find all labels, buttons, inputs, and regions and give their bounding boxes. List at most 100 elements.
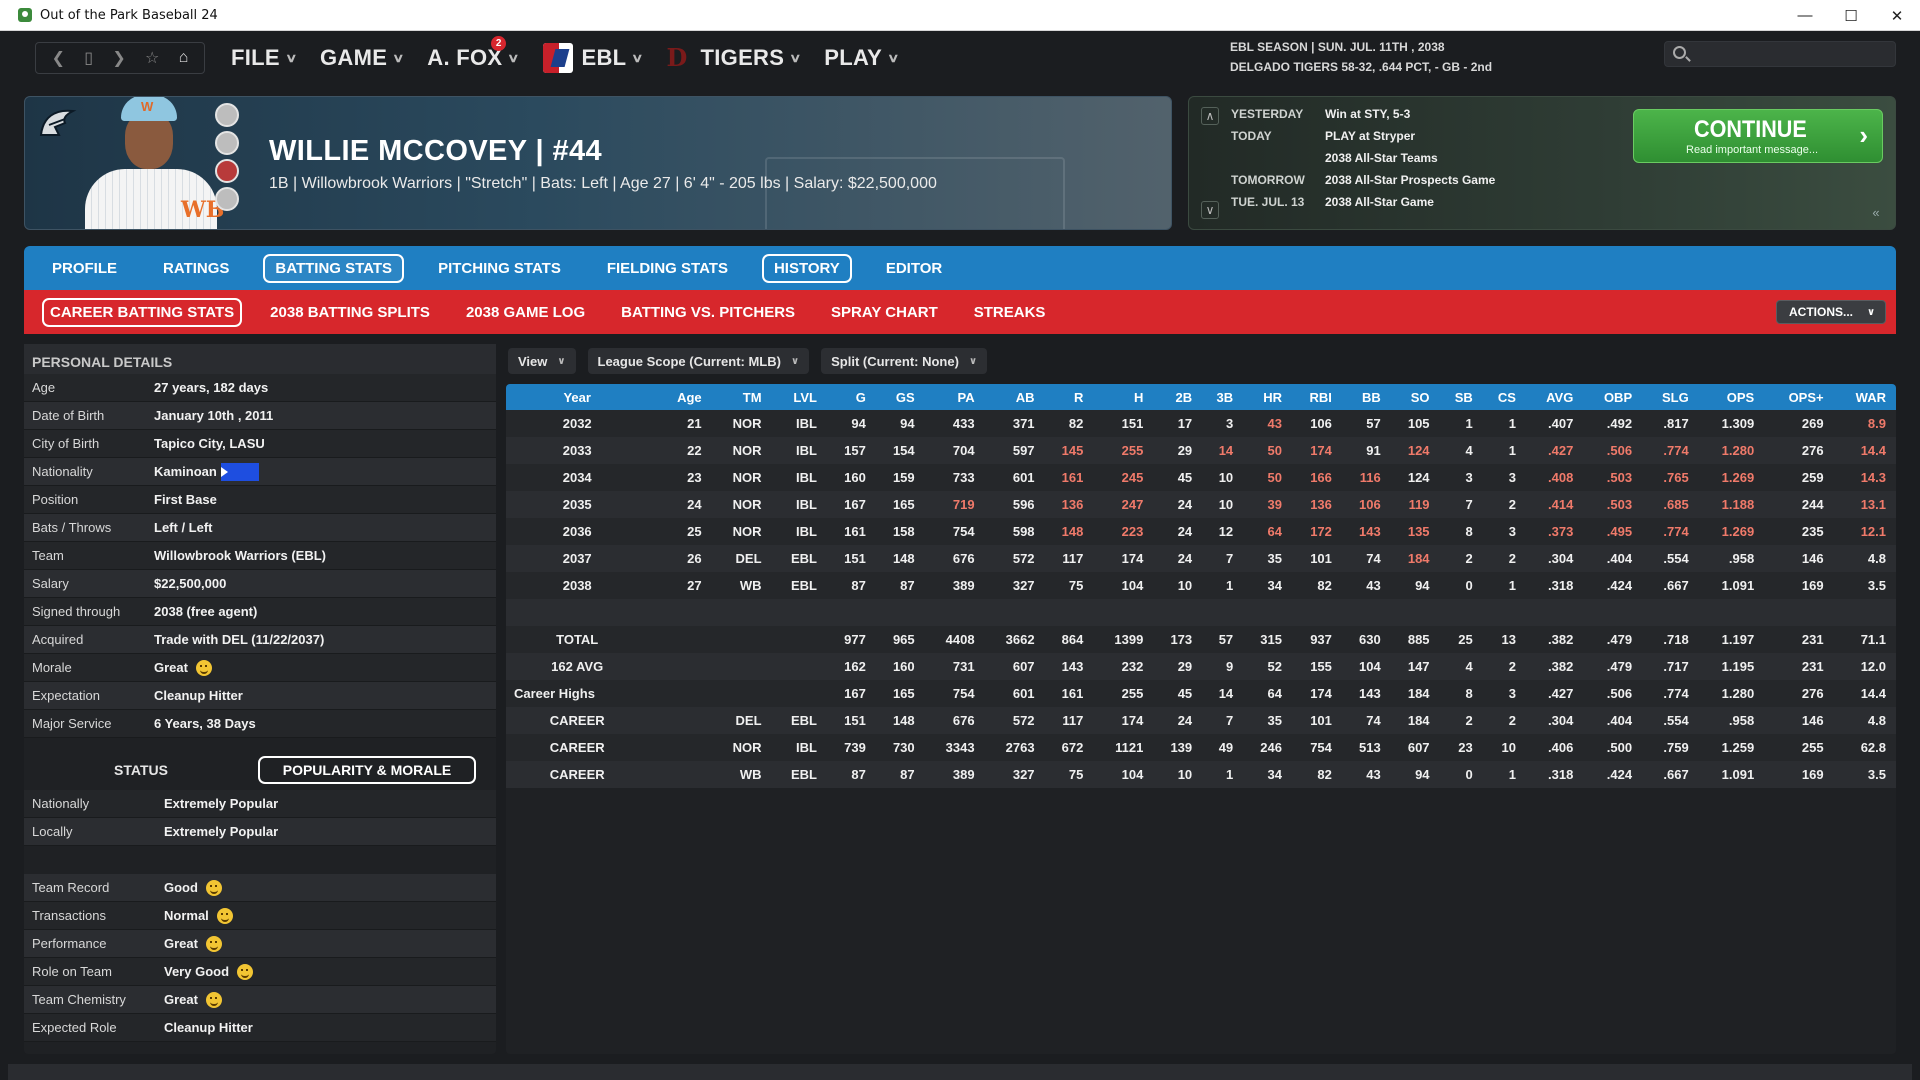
table-row[interactable]: 162 AVG 162 160 731 607 143 232 29 9 52 155 104 147 4… [506, 653, 1896, 680]
table-cell: .318 [1548, 767, 1574, 782]
column-header-ab[interactable]: AB [1015, 389, 1035, 405]
tab-ratings[interactable]: RATINGS [163, 259, 230, 277]
detail-value: Trade with DEL (11/22/2037) [154, 632, 325, 647]
column-header-rbi[interactable]: RBI [1309, 389, 1332, 405]
column-header-cs[interactable]: CS [1497, 389, 1516, 405]
table-cell: 2038 [562, 578, 592, 593]
league-scope-dropdown[interactable]: League Scope (Current: MLB) ∨ [587, 348, 810, 374]
split-dropdown[interactable]: Split (Current: None) ∨ [821, 348, 988, 374]
home-icon[interactable]: ⌂ [178, 49, 189, 66]
column-header-3b[interactable]: 3B [1216, 389, 1234, 405]
schedule-row[interactable]: TUE. JUL. 13 2038 All-Star Game [1231, 191, 1495, 213]
table-cell [658, 761, 711, 788]
table-row[interactable]: TOTAL 977 965 4408 3662 864 1399 173 57 315 937 630… [506, 626, 1896, 653]
column-header-gs[interactable]: GS [895, 389, 915, 405]
table-cell: 10 [1177, 578, 1193, 593]
subtab-batting-vs-pitchers[interactable]: BATTING VS. PITCHERS [621, 303, 796, 321]
column-header-so[interactable]: SO [1410, 389, 1430, 405]
page-icon[interactable]: ▯ [84, 50, 94, 67]
menu-manager[interactable]: A. FOX 2 ∨ [427, 36, 520, 71]
table-row[interactable]: 2036 25 NOR IBL 161 158 754 598 148 223 24 12 64 172 1… [506, 518, 1896, 545]
actions-button[interactable]: ACTIONS... ∨ [1776, 300, 1886, 324]
popularity-morale-button[interactable]: POPULARITY & MORALE [258, 756, 476, 784]
column-header-slg[interactable]: SLG [1661, 389, 1689, 405]
menu-team[interactable]: D TIGERS ∨ [667, 43, 802, 73]
table-cell: 94 [851, 416, 866, 431]
column-header-ops[interactable]: OPS+ [1788, 389, 1824, 405]
back-icon[interactable]: ❮ [51, 50, 66, 67]
table-row[interactable]: CAREER WB EBL 87 87 389 327 75 104 10 1 34 82 43 94 0 1.… [506, 761, 1896, 788]
column-header-h[interactable]: H [1133, 389, 1144, 405]
subtab-streaks[interactable]: STREAKS [973, 303, 1046, 321]
tab-profile[interactable]: PROFILE [52, 259, 118, 277]
schedule-day: YESTERDAY [1231, 107, 1304, 121]
column-header-sb[interactable]: SB [1454, 389, 1473, 405]
menu-league[interactable]: EBL ∨ [542, 43, 644, 73]
close-button[interactable]: ✕ [1890, 7, 1904, 25]
table-row[interactable]: 2032 21 NOR IBL 94 94 433 371 82 151 17 3 43 106 57 105… [506, 410, 1896, 437]
table-row[interactable]: 2034 23 NOR IBL 160 159 733 601 161 245 45 10 50 166 1… [506, 464, 1896, 491]
smiley-icon [205, 991, 222, 1008]
column-header-obp[interactable]: OBP [1603, 389, 1633, 405]
menu-game[interactable]: GAME ∨ [320, 45, 405, 71]
menu-play[interactable]: PLAY ∨ [824, 45, 899, 71]
column-header-age[interactable]: Age [677, 389, 702, 405]
table-cell: 3662 [1005, 632, 1035, 647]
subtab-game-log[interactable]: 2038 GAME LOG [465, 303, 586, 321]
table-row[interactable]: 2038 27 WB EBL 87 87 389 327 75 104 10 1 34 82 43 94 0 1.… [506, 572, 1896, 599]
column-header-r[interactable]: R [1073, 389, 1084, 405]
menu-file[interactable]: FILE ∨ [231, 45, 297, 71]
table-row[interactable] [506, 599, 1896, 626]
column-header-g[interactable]: G [855, 389, 866, 405]
collapse-icon[interactable]: « [1872, 204, 1880, 220]
continue-button[interactable]: CONTINUE Read important message... › [1633, 109, 1883, 163]
table-cell: 2 [1465, 713, 1473, 728]
table-cell: 23 [687, 470, 702, 485]
tab-pitching-stats[interactable]: PITCHING STATS [438, 259, 561, 277]
star-icon[interactable]: ☆ [145, 50, 160, 67]
column-header-pa[interactable]: PA [957, 389, 975, 405]
subtab-batting-splits[interactable]: 2038 BATTING SPLITS [270, 303, 430, 321]
tab-editor[interactable]: EDITOR [885, 259, 943, 277]
table-row[interactable]: 2033 22 NOR IBL 157 154 704 597 145 255 29 14 50 174 9… [506, 437, 1896, 464]
table-row[interactable]: 2037 26 DEL EBL 151 148 676 572 117 174 24 7 35 101 74… [506, 545, 1896, 572]
bottom-scrollbar[interactable] [8, 1064, 1912, 1080]
table-cell: 74 [1366, 713, 1381, 728]
award-medal-icon[interactable] [215, 131, 239, 155]
column-header-hr[interactable]: HR [1263, 389, 1282, 405]
schedule-row[interactable]: TOMORROW 2038 All-Star Prospects Game [1231, 169, 1495, 191]
award-medal-icon[interactable] [215, 103, 239, 127]
flag-icon [220, 462, 259, 481]
schedule-row[interactable]: TODAY PLAY at Stryper [1231, 125, 1495, 147]
subtab-career-batting[interactable]: CAREER BATTING STATS [42, 297, 243, 327]
award-medal-icon[interactable] [215, 187, 239, 211]
tab-history[interactable]: HISTORY [761, 253, 852, 283]
table-row[interactable]: CAREER DEL EBL 151 148 676 572 117 174 24 7 35 101 74… [506, 707, 1896, 734]
table-row[interactable]: 2035 24 NOR IBL 167 165 719 596 136 247 24 10 39 136 1… [506, 491, 1896, 518]
column-header-year[interactable]: Year [563, 389, 591, 405]
search-input[interactable] [1695, 45, 1885, 63]
chevron-down-icon[interactable]: ∨ [1201, 201, 1219, 219]
award-medal-icon[interactable] [215, 159, 239, 183]
table-row[interactable]: CAREER NOR IBL 739 730 3343 2763 672 1121 139 49 24… [506, 734, 1896, 761]
chevron-up-icon[interactable]: ∧ [1201, 107, 1219, 125]
column-header-lvl[interactable]: LVL [793, 389, 817, 405]
column-header-avg[interactable]: AVG [1546, 389, 1574, 405]
column-header-bb[interactable]: BB [1361, 389, 1381, 405]
table-row[interactable]: Career Highs 167 165 754 601 161 255 45 14 64 174 1… [506, 680, 1896, 707]
maximize-button[interactable]: ☐ [1844, 7, 1858, 25]
minimize-button[interactable]: — [1797, 7, 1813, 24]
status-tab[interactable]: STATUS [114, 762, 168, 778]
column-header-ops[interactable]: OPS [1726, 389, 1755, 405]
table-cell: 50 [1267, 443, 1282, 458]
column-header-war[interactable]: WAR [1855, 389, 1886, 405]
schedule-row[interactable]: YESTERDAY Win at STY, 5-3 [1231, 103, 1495, 125]
subtab-spray-chart[interactable]: SPRAY CHART [831, 303, 938, 321]
column-header-2b[interactable]: 2B [1175, 389, 1193, 405]
forward-icon[interactable]: ❯ [112, 50, 126, 67]
tab-batting-stats[interactable]: BATTING STATS [263, 253, 405, 283]
column-header-tm[interactable]: TM [742, 389, 762, 405]
schedule-row[interactable]: 2038 All-Star Teams [1231, 147, 1495, 169]
tab-fielding-stats[interactable]: FIELDING STATS [606, 259, 728, 277]
view-dropdown[interactable]: View ∨ [508, 348, 576, 374]
